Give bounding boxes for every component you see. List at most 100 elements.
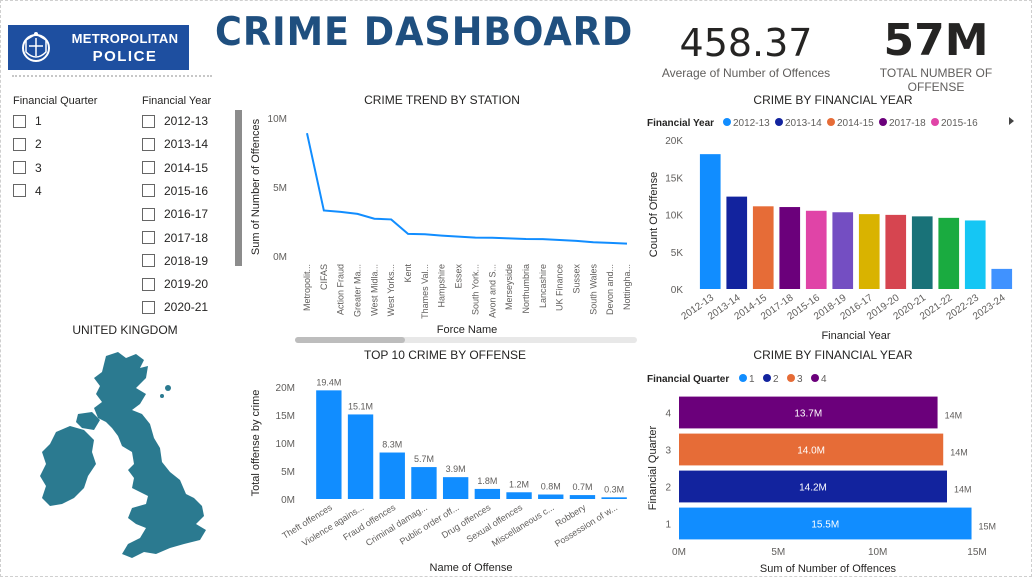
quarter-option[interactable]: 3: [13, 161, 42, 175]
year-option[interactable]: 2016-17: [142, 207, 208, 221]
legend-marker: [811, 374, 819, 382]
quarter-option[interactable]: 4: [13, 184, 42, 198]
data-label: 1.8M: [477, 476, 497, 486]
year-bar: [726, 196, 748, 289]
kpi-label: TOTAL NUMBER OF OFFENSE: [879, 66, 993, 94]
y-tick-label: 5M: [273, 183, 287, 194]
checkbox[interactable]: [13, 184, 26, 198]
quarter-bar: [679, 470, 948, 503]
year-option[interactable]: 2013-14: [142, 137, 208, 151]
checkbox[interactable]: [13, 137, 26, 151]
y-tick-label: 20M: [276, 383, 295, 394]
kpi-total-offences: 57M TOTAL NUMBER OF OFFENSE: [850, 15, 1022, 94]
checkbox[interactable]: [13, 161, 26, 175]
offense-bar: [569, 495, 596, 499]
year-option[interactable]: 2015-16: [142, 184, 208, 198]
y-tick-label: 10K: [665, 211, 683, 222]
year-bar: [805, 210, 827, 289]
x-tick-label: Nottingha...: [622, 264, 632, 310]
checkbox[interactable]: [142, 277, 155, 291]
northern-ireland-shape: [76, 412, 100, 430]
x-tick-label: Thames Val...: [420, 264, 430, 319]
year-slicer-title: Financial Year: [142, 95, 212, 107]
y-axis-label: Financial Quarter: [647, 425, 659, 510]
quarter-bar: [679, 396, 938, 429]
quarter-option-label: 4: [35, 183, 42, 198]
legend-title: Financial Quarter: [647, 374, 729, 385]
legend-label: 2017-18: [889, 118, 926, 129]
year-option[interactable]: 2014-15: [142, 161, 208, 175]
vertical-scrollbar[interactable]: [235, 110, 242, 266]
crime-trend-chart[interactable]: CRIME TREND BY STATION 10M 5M 0M Sum of Numb…: [245, 88, 640, 340]
quarter-option[interactable]: 1: [13, 114, 42, 128]
legend-marker: [787, 374, 795, 382]
x-axis-label: Force Name: [437, 324, 498, 336]
x-tick-label: South York...: [470, 264, 480, 315]
legend-label: 1: [749, 374, 755, 385]
y-tick-label: 1: [665, 520, 671, 531]
scrollbar-thumb[interactable]: [295, 337, 405, 343]
uk-map[interactable]: [36, 348, 216, 563]
year-bar: [779, 207, 801, 289]
offense-bar: [506, 492, 532, 499]
checkbox[interactable]: [13, 114, 26, 128]
map-title: UNITED KINGDOM: [72, 323, 178, 337]
x-tick-label: 5M: [771, 547, 785, 558]
checkbox[interactable]: [142, 207, 155, 221]
year-bar: [752, 206, 774, 289]
checkbox[interactable]: [142, 114, 155, 128]
checkbox[interactable]: [142, 231, 155, 244]
year-option-label: 2017-18: [164, 230, 209, 245]
checkbox[interactable]: [142, 137, 155, 151]
year-option[interactable]: 2017-18: [142, 231, 208, 245]
ireland-shape: [40, 426, 96, 506]
y-tick-label: 2: [665, 483, 671, 494]
legend-next-icon: [1009, 117, 1014, 125]
x-tick-label: West Yorks...: [386, 264, 396, 316]
data-label: 19.4M: [316, 377, 341, 387]
legend-title: Financial Year: [647, 118, 714, 129]
offense-bar: [411, 467, 437, 499]
checkbox[interactable]: [142, 161, 155, 175]
year-option[interactable]: 2018-19: [142, 254, 208, 268]
x-tick-label: Northumbria: [521, 264, 531, 314]
legend-label: 2013-14: [785, 118, 822, 129]
legend-marker: [879, 118, 887, 126]
y-tick-label: 20K: [665, 136, 683, 147]
legend-label: 4: [821, 374, 827, 385]
x-tick-label: CIFAS: [319, 264, 329, 290]
y-tick-label: 0K: [671, 285, 684, 296]
legend-marker: [827, 118, 835, 126]
quarter-slicer-title: Financial Quarter: [13, 95, 98, 107]
crime-by-year-chart[interactable]: CRIME BY FINANCIAL YEAR Financial Year 201…: [643, 88, 1028, 343]
x-axis-label: Financial Year: [821, 330, 890, 342]
year-option-label: 2016-17: [164, 207, 209, 222]
y-tick-label: 10M: [276, 439, 295, 450]
checkbox[interactable]: [142, 254, 155, 268]
checkbox[interactable]: [142, 300, 155, 314]
year-option[interactable]: 2012-13: [142, 114, 208, 128]
x-tick-label: Kent: [403, 264, 413, 283]
x-tick-label: Hampshire: [437, 264, 447, 308]
top10-offense-chart[interactable]: TOP 10 CRIME BY OFFENSE 20M 15M 10M 5M 0M Tota…: [245, 345, 640, 575]
horizontal-scrollbar[interactable]: [295, 337, 637, 343]
police-crest-icon: [13, 29, 59, 66]
great-britain-shape: [94, 352, 206, 558]
crime-by-quarter-chart[interactable]: CRIME BY FINANCIAL YEAR Financial Quarter…: [643, 345, 1028, 575]
legend-label: 2015-16: [941, 118, 978, 129]
data-label: 1.2M: [509, 479, 529, 489]
x-tick-label: Merseyside: [504, 264, 514, 310]
data-label: 8.3M: [382, 440, 402, 450]
legend-marker: [723, 118, 731, 126]
year-option[interactable]: 2020-21: [142, 300, 208, 314]
dashboard-title: CRIME DASHBOARD: [215, 10, 634, 55]
y-axis-label: Sum of Number of Offences: [250, 118, 262, 255]
legend-label: 2012-13: [733, 118, 770, 129]
checkbox[interactable]: [142, 184, 155, 198]
year-bar: [699, 154, 721, 289]
quarter-option[interactable]: 2: [13, 137, 42, 151]
year-bar: [938, 217, 960, 289]
year-option[interactable]: 2019-20: [142, 277, 208, 291]
y-tick-label: 15K: [665, 173, 683, 184]
x-axis-label: Name of Offense: [430, 562, 513, 574]
